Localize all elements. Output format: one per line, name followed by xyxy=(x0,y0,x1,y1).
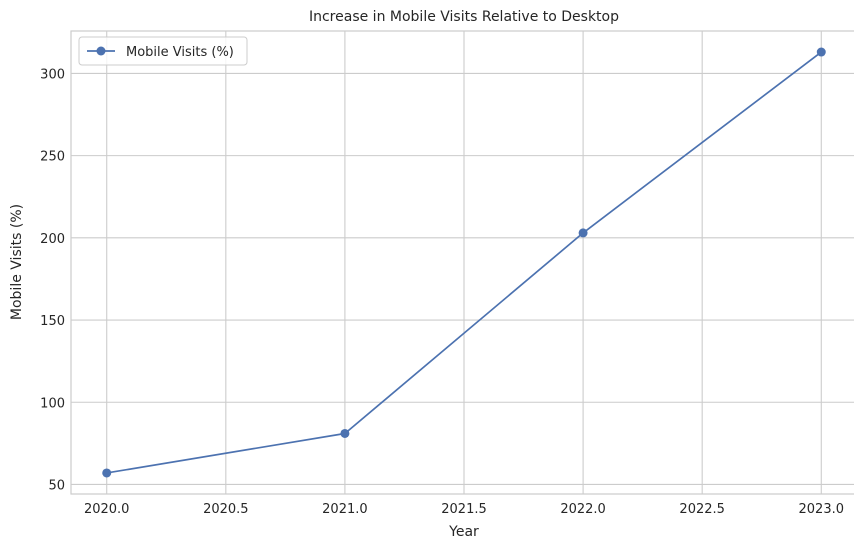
data-point xyxy=(102,468,112,478)
y-tick-label: 100 xyxy=(40,396,65,411)
legend: Mobile Visits (%) xyxy=(78,36,248,66)
series-layer xyxy=(102,47,826,478)
legend-label: Mobile Visits (%) xyxy=(126,45,234,60)
x-tick-label: 2023.0 xyxy=(799,502,845,517)
y-axis-label: Mobile Visits (%) xyxy=(9,204,25,320)
y-axis-ticks: 50 100 150 200 250 300 xyxy=(40,67,65,493)
grid xyxy=(71,31,854,494)
y-tick-label: 50 xyxy=(48,478,65,493)
y-tick-label: 150 xyxy=(40,314,65,329)
x-tick-label: 2021.5 xyxy=(441,502,487,517)
plot-area xyxy=(70,30,854,495)
y-tick-label: 300 xyxy=(40,67,65,82)
y-tick-label: 250 xyxy=(40,150,65,165)
x-axis-ticks: 2020.0 2020.5 2021.0 2021.5 2022.0 2022.5 2023… xyxy=(84,502,844,517)
data-point xyxy=(578,228,588,238)
x-tick-label: 2020.0 xyxy=(84,502,130,517)
legend-marker xyxy=(96,46,106,56)
x-axis-label: Year xyxy=(448,524,479,540)
x-tick-label: 2021.0 xyxy=(322,502,368,517)
y-tick-label: 200 xyxy=(40,232,65,247)
x-tick-label: 2022.0 xyxy=(560,502,606,517)
data-point xyxy=(816,47,826,57)
data-point xyxy=(340,428,350,438)
legend-box xyxy=(78,36,248,66)
x-tick-label: 2020.5 xyxy=(203,502,249,517)
series-line xyxy=(106,51,822,474)
chart-title: Increase in Mobile Visits Relative to De… xyxy=(309,9,619,25)
x-tick-label: 2022.5 xyxy=(679,502,725,517)
